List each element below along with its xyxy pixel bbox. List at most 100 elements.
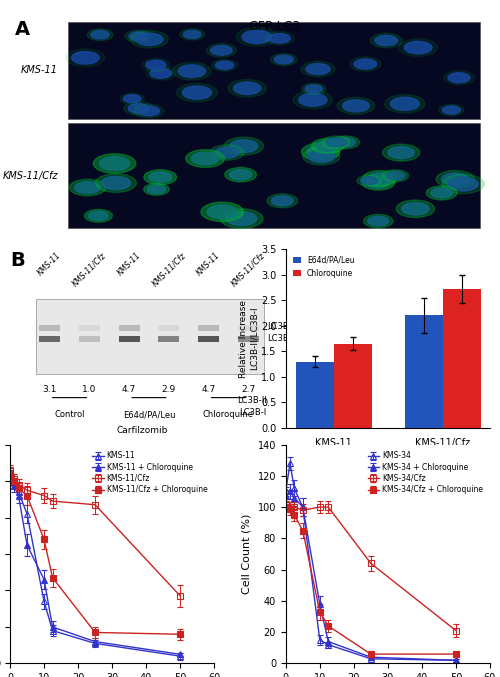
Circle shape	[144, 183, 170, 195]
Circle shape	[178, 65, 206, 78]
Text: KMS-11/Cfz: KMS-11/Cfz	[71, 250, 108, 288]
Bar	[334, 344, 372, 428]
Circle shape	[442, 173, 469, 185]
Circle shape	[182, 86, 212, 100]
Circle shape	[184, 30, 201, 39]
Circle shape	[364, 215, 393, 227]
Circle shape	[191, 152, 219, 165]
Circle shape	[308, 150, 334, 162]
FancyBboxPatch shape	[118, 336, 140, 342]
Text: Chloroquine: Chloroquine	[203, 410, 254, 419]
Circle shape	[220, 209, 263, 228]
FancyBboxPatch shape	[39, 325, 60, 330]
Circle shape	[138, 106, 160, 116]
Circle shape	[337, 97, 374, 114]
Circle shape	[230, 139, 258, 152]
Circle shape	[386, 171, 405, 180]
Circle shape	[426, 186, 457, 200]
Text: 4.7: 4.7	[122, 385, 136, 394]
Circle shape	[224, 167, 256, 182]
Circle shape	[270, 53, 297, 66]
Text: 2.7: 2.7	[241, 385, 256, 394]
Circle shape	[375, 35, 398, 46]
Circle shape	[212, 60, 238, 71]
Circle shape	[128, 104, 149, 113]
Circle shape	[172, 62, 211, 80]
Circle shape	[216, 61, 234, 70]
Circle shape	[230, 169, 252, 180]
Circle shape	[70, 179, 106, 196]
Circle shape	[120, 93, 144, 104]
FancyBboxPatch shape	[79, 336, 100, 342]
Text: 3.1: 3.1	[42, 385, 57, 394]
Circle shape	[124, 95, 141, 103]
Text: LC3B-I: LC3B-I	[240, 408, 266, 417]
Circle shape	[396, 200, 434, 217]
Circle shape	[201, 202, 244, 221]
FancyBboxPatch shape	[198, 336, 219, 342]
Circle shape	[368, 216, 388, 226]
Circle shape	[91, 30, 109, 39]
Circle shape	[448, 72, 470, 83]
Circle shape	[316, 141, 340, 151]
Circle shape	[100, 156, 130, 171]
Circle shape	[180, 28, 204, 40]
Circle shape	[206, 43, 236, 58]
Text: KMS-11: KMS-11	[116, 250, 142, 278]
Circle shape	[136, 33, 163, 45]
Circle shape	[368, 173, 392, 184]
Circle shape	[332, 136, 359, 149]
Circle shape	[265, 32, 294, 45]
Circle shape	[302, 148, 340, 165]
Circle shape	[342, 100, 369, 112]
Circle shape	[210, 145, 244, 160]
Circle shape	[226, 212, 257, 225]
Circle shape	[439, 104, 464, 116]
Text: LC3B-I: LC3B-I	[266, 322, 294, 332]
Text: 1.0: 1.0	[82, 385, 96, 394]
Circle shape	[382, 170, 408, 181]
Circle shape	[305, 85, 322, 93]
FancyBboxPatch shape	[158, 336, 180, 342]
Y-axis label: Cell Count (%): Cell Count (%)	[242, 514, 252, 594]
Circle shape	[442, 106, 460, 114]
FancyBboxPatch shape	[68, 123, 480, 228]
Circle shape	[269, 33, 290, 43]
Circle shape	[148, 185, 166, 194]
Circle shape	[66, 49, 104, 66]
Legend: KMS-34, KMS-34 + Chloroquine, KMS-34/Cfz, KMS-34/Cfz + Chloroquine: KMS-34, KMS-34 + Chloroquine, KMS-34/Cfz…	[364, 448, 486, 498]
Circle shape	[336, 138, 355, 147]
Text: B: B	[10, 250, 25, 269]
Legend: E64d/PA/Leu, Chloroquine: E64d/PA/Leu, Chloroquine	[290, 253, 358, 281]
Circle shape	[388, 146, 414, 158]
Circle shape	[302, 83, 326, 94]
FancyBboxPatch shape	[39, 336, 60, 342]
FancyBboxPatch shape	[79, 325, 100, 330]
Circle shape	[72, 51, 99, 64]
Circle shape	[74, 181, 101, 194]
Circle shape	[236, 28, 278, 46]
Text: Control: Control	[54, 410, 85, 419]
Circle shape	[390, 97, 420, 110]
Circle shape	[130, 30, 168, 48]
Circle shape	[442, 175, 484, 194]
Circle shape	[242, 30, 272, 43]
Text: GFP-LC3: GFP-LC3	[248, 20, 300, 33]
Circle shape	[404, 41, 432, 54]
Circle shape	[306, 64, 330, 74]
Circle shape	[84, 209, 112, 222]
Circle shape	[129, 32, 148, 41]
Circle shape	[96, 174, 136, 192]
Circle shape	[224, 137, 264, 155]
Circle shape	[362, 175, 395, 190]
Circle shape	[382, 144, 420, 161]
Circle shape	[267, 194, 298, 208]
Circle shape	[146, 60, 166, 70]
Text: A: A	[15, 20, 30, 39]
Text: 4.7: 4.7	[202, 385, 215, 394]
Circle shape	[207, 205, 238, 219]
Circle shape	[307, 146, 334, 158]
Circle shape	[125, 30, 152, 42]
FancyBboxPatch shape	[238, 336, 259, 342]
Circle shape	[448, 177, 478, 191]
